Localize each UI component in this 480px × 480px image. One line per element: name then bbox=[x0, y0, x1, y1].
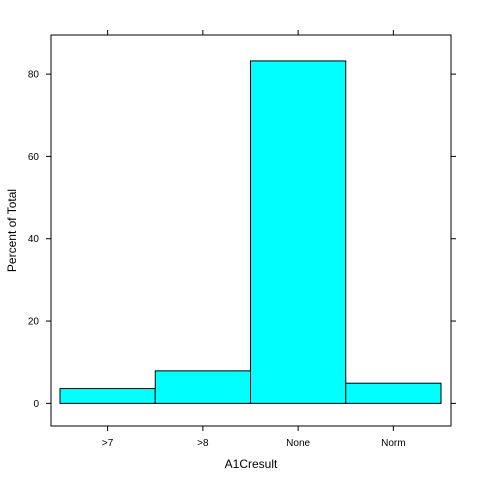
y-axis-label: Percent of Total bbox=[5, 189, 19, 272]
bar-3 bbox=[345, 382, 442, 404]
y-tick-label-1: 20 bbox=[28, 317, 40, 328]
y-tick-label-0: 0 bbox=[33, 399, 39, 410]
y-tick-label-2: 40 bbox=[28, 234, 40, 245]
x-tick-label-1: >8 bbox=[197, 438, 209, 449]
bars-group bbox=[59, 60, 442, 404]
plot-frame bbox=[50, 34, 452, 427]
ticks-group: >7 >8 None Norm 0 20 40 60 80 bbox=[28, 30, 456, 449]
x-tick-label-3: Norm bbox=[381, 438, 405, 449]
bar-1 bbox=[154, 370, 251, 404]
y-tick-label-4: 80 bbox=[28, 70, 40, 81]
x-tick-label-2: None bbox=[286, 438, 310, 449]
y-tick-label-3: 60 bbox=[28, 152, 40, 163]
bar-0 bbox=[59, 388, 156, 404]
bar-2 bbox=[250, 60, 347, 404]
x-tick-label-0: >7 bbox=[102, 438, 114, 449]
x-axis-label: A1Cresult bbox=[225, 457, 278, 471]
